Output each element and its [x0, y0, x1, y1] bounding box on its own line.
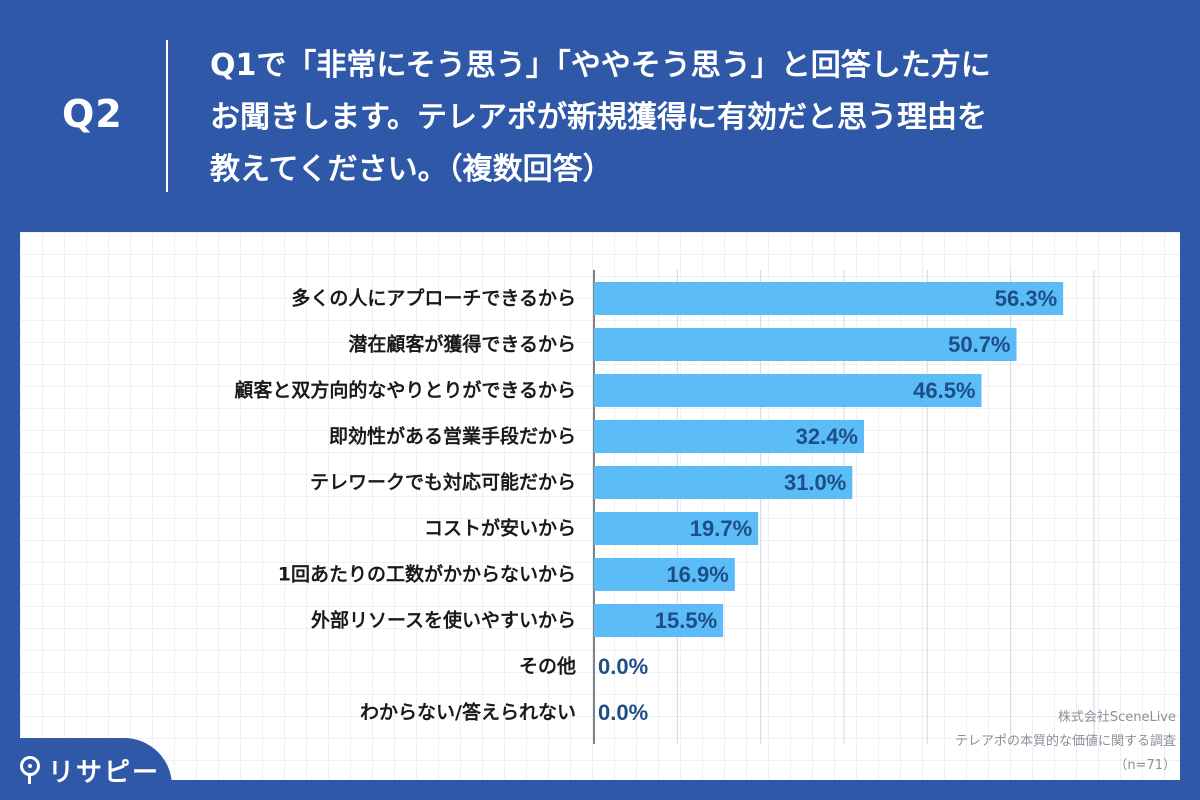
bar [594, 466, 853, 499]
source-survey: テレアポの本質的な価値に関する調査 [954, 734, 1176, 749]
category-label: 即効性がある営業手段だから [329, 425, 576, 448]
category-label: 多くの人にアプローチできるから [291, 287, 576, 310]
category-label: 顧客と双方向的なやりとりができるから [234, 379, 576, 402]
question-text: Q1で「非常にそう思う」「ややそう思う」と回答した方に お聞きします。テレアポが… [210, 40, 1170, 196]
bar [594, 512, 759, 545]
source-sample: （n=71） [1114, 758, 1176, 773]
bar-chart: 多くの人にアプローチできるから 56.3% 潜在顧客が獲得できるから 50.7% 顧客と… [234, 270, 1095, 744]
location-pin-icon [20, 756, 40, 776]
category-label: 潜在顧客が獲得できるから [348, 333, 576, 356]
question-number: Q2 [62, 92, 123, 136]
value-label: 56.3% [995, 286, 1057, 311]
value-label: 31.0% [784, 470, 846, 495]
value-label: 0.0% [598, 654, 648, 679]
category-label: 1回あたりの工数がかからないから [278, 563, 576, 586]
value-label: 19.7% [690, 516, 752, 541]
category-label: その他 [519, 655, 576, 678]
bar [594, 604, 724, 637]
value-label: 50.7% [948, 332, 1010, 357]
source-company: 株式会社SceneLive [1057, 710, 1176, 725]
chart-panel: 多くの人にアプローチできるから 56.3% 潜在顧客が獲得できるから 50.7% 顧客と… [20, 232, 1180, 780]
question-header: Q2 Q1で「非常にそう思う」「ややそう思う」と回答した方に お聞きします。テレ… [0, 0, 1200, 232]
location-pin-tail [28, 774, 31, 784]
brand-name: リサピー [48, 758, 161, 788]
category-label: わからない/答えられない [360, 701, 576, 724]
bar [594, 558, 735, 591]
category-label: コストが安いから [424, 517, 576, 540]
question-line-2: お聞きします。テレアポが新規獲得に有効だと思う理由を [210, 100, 987, 135]
bar [594, 420, 864, 453]
value-label: 16.9% [666, 562, 728, 587]
header-divider [166, 40, 168, 192]
value-label: 32.4% [796, 424, 858, 449]
value-label: 15.5% [655, 608, 717, 633]
bar [594, 282, 1064, 315]
brand-logo: リサピー [0, 738, 172, 800]
source-note: 株式会社SceneLive テレアポの本質的な価値に関する調査 （n=71） [856, 706, 1176, 778]
category-label: テレワークでも対応可能だから [310, 471, 576, 494]
value-label: 46.5% [913, 378, 975, 403]
bar [594, 374, 982, 407]
bar [594, 328, 1017, 361]
value-label: 0.0% [598, 700, 648, 725]
category-label: 外部リソースを使いやすいから [311, 609, 576, 632]
question-line-1: Q1で「非常にそう思う」「ややそう思う」と回答した方に [210, 48, 991, 83]
question-line-3: 教えてください。（複数回答） [210, 152, 613, 187]
